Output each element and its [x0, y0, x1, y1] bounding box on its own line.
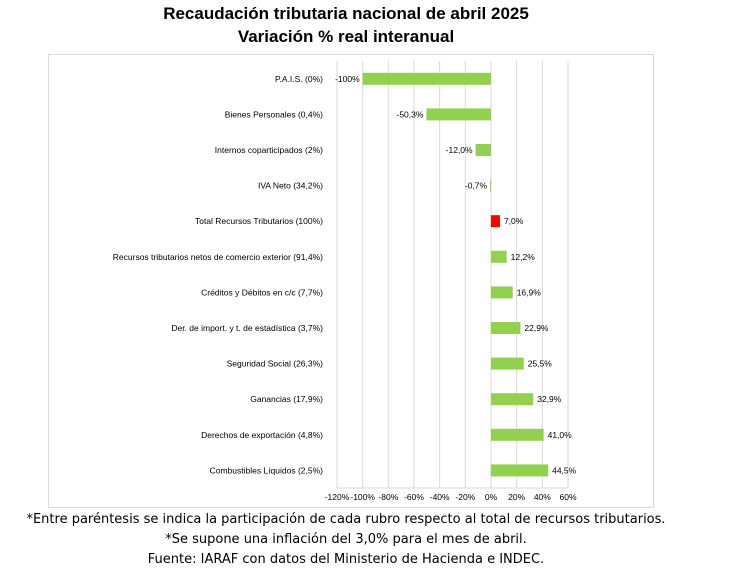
data-label: -12,0% [446, 145, 473, 155]
bar [491, 250, 507, 263]
footnote-inflation: *Se supone una inflación del 3,0% para e… [165, 532, 527, 547]
data-label: 44,5% [552, 465, 577, 475]
x-tick-label: 0% [485, 492, 498, 502]
bar [491, 286, 513, 299]
category-label: Combustibles Líquidos (2,5%) [210, 465, 324, 475]
category-label: Ganancias (17,9%) [250, 394, 323, 404]
x-tick-label: -120% [325, 492, 350, 502]
bar [491, 428, 544, 441]
category-label: Der. de import. y t. de estadística (3,7… [171, 323, 323, 333]
x-tick-label: -100% [350, 492, 375, 502]
data-label: 12,2% [511, 252, 536, 262]
bar [491, 215, 500, 228]
data-label: -50,3% [397, 109, 424, 119]
data-label: 32,9% [537, 394, 562, 404]
x-tick-label: -40% [430, 492, 450, 502]
chart-subtitle: Variación % real interanual [237, 27, 455, 46]
bar [491, 357, 524, 370]
category-label: Derechos de exportación (4,8%) [201, 430, 323, 440]
x-tick-label: -80% [378, 492, 398, 502]
data-label: -0,7% [465, 181, 488, 191]
x-tick-label: 60% [559, 492, 576, 502]
category-label: IVA Neto (34,2%) [258, 181, 323, 191]
data-label: 16,9% [517, 287, 542, 297]
bar [490, 179, 491, 192]
footnote-participation: *Entre paréntesis se indica la participa… [26, 512, 666, 527]
bar [362, 72, 491, 85]
data-label: -100% [335, 74, 360, 84]
bar [491, 322, 521, 334]
data-label: 7,0% [504, 216, 524, 226]
footnote-source: Fuente: IARAF con datos del Ministerio d… [147, 552, 545, 567]
category-label: Total Recursos Tributarios (100%) [195, 216, 323, 226]
bar [491, 393, 534, 406]
category-label: P.A.I.S. (0%) [275, 74, 323, 84]
category-label: Bienes Personales (0,4%) [225, 109, 323, 119]
data-label: 22,9% [524, 323, 549, 333]
data-label: 25,5% [528, 359, 553, 369]
category-label: Seguridad Social (26,3%) [227, 359, 324, 369]
data-label: 41,0% [548, 430, 573, 440]
chart-area: -120% -100% -80% -60% -40% -20% 0% 20% 40% 60% P.A… [48, 54, 654, 508]
bar [475, 144, 491, 156]
x-tick-label: -60% [404, 492, 424, 502]
category-label: Créditos y Débitos en c/c (7,7%) [201, 287, 323, 297]
x-tick-label: 20% [508, 492, 525, 502]
category-label: Internos coparticipados (2%) [215, 145, 323, 155]
bar-chart: -120% -100% -80% -60% -40% -20% 0% 20% 40% 60%P.A… [113, 61, 577, 502]
category-label: Recursos tributarios netos de comercio e… [113, 252, 323, 262]
chart-title: Recaudación tributaria nacional de abril… [163, 4, 529, 23]
bar [491, 464, 549, 477]
bar [426, 108, 491, 121]
x-tick-label: -20% [455, 492, 475, 502]
x-tick-label: 40% [534, 492, 551, 502]
